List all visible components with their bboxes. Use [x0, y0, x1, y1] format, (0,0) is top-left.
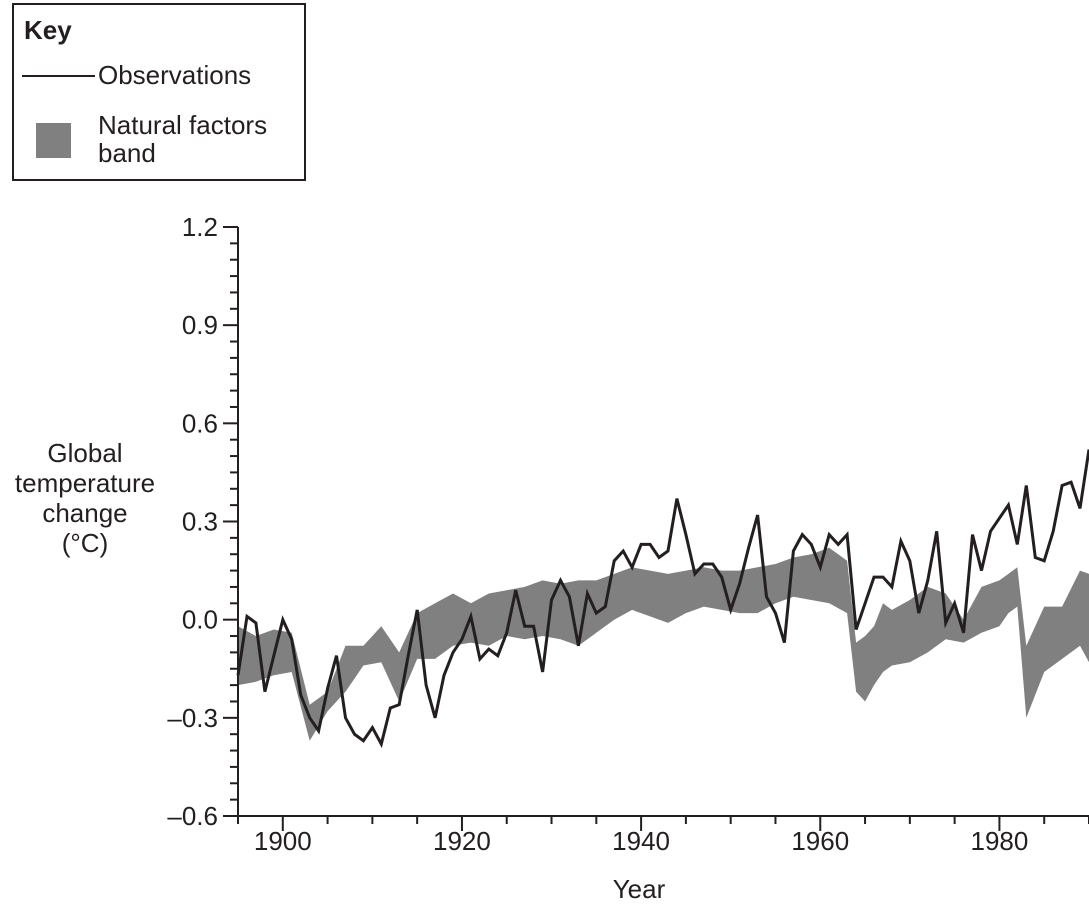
x-tick-label: 1960	[791, 826, 849, 856]
legend-box: Key Observations Natural factors band	[12, 3, 306, 181]
y-axis-label-line: change	[42, 498, 128, 528]
legend-title: Key	[24, 15, 72, 45]
y-axis-label-line: (°C)	[61, 528, 109, 558]
y-axis-label-line: Global	[47, 438, 123, 468]
legend-line-swatch	[22, 75, 95, 77]
observations-line	[236, 449, 1089, 749]
x-tick-label: 1900	[254, 826, 312, 856]
y-axis-label-line: temperature	[14, 468, 156, 498]
x-tick-label: 1980	[970, 826, 1028, 856]
natural-factors-band	[238, 547, 1089, 741]
y-tick-label: 0.9	[182, 310, 218, 340]
legend-band-label: Natural factors band	[98, 111, 298, 167]
y-tick-label: 0.3	[182, 507, 218, 537]
y-tick-label: –0.6	[167, 801, 218, 831]
legend-band-label-line2: band	[98, 138, 156, 168]
x-tick-label: 1940	[612, 826, 670, 856]
x-axis-label: Year	[612, 874, 666, 904]
legend-band-swatch	[36, 123, 71, 158]
y-tick-label: –0.3	[167, 703, 218, 733]
y-axis-label: Global temperature change (°C)	[0, 438, 170, 558]
y-tick-label: 1.2	[182, 212, 218, 242]
legend-observations-label: Observations	[98, 60, 252, 90]
y-tick-label: 0.0	[182, 605, 218, 635]
legend-band-label-line1: Natural factors	[98, 110, 268, 140]
y-tick-label: 0.6	[182, 408, 218, 438]
x-tick-label: 1920	[433, 826, 491, 856]
